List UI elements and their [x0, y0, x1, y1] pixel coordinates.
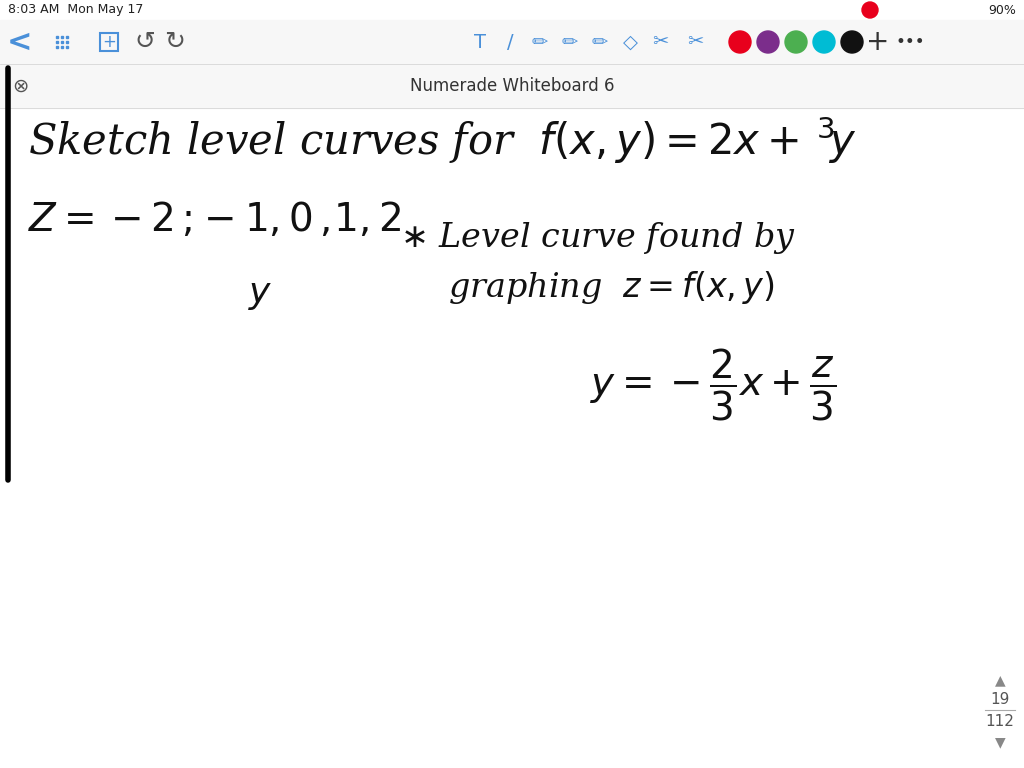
Circle shape: [757, 31, 779, 53]
Text: ✂: ✂: [687, 32, 703, 51]
Text: ↺: ↺: [134, 30, 156, 54]
Text: Sketch level curves for  $f(x,y) = 2x +\,^3\!y$: Sketch level curves for $f(x,y) = 2x +\,…: [28, 114, 857, 166]
Text: ✂: ✂: [652, 32, 669, 51]
Bar: [0, 20, 1024, 64]
Text: ▲: ▲: [994, 673, 1006, 687]
Text: $y$: $y$: [248, 278, 272, 312]
Text: T: T: [474, 32, 486, 51]
Circle shape: [785, 31, 807, 53]
Text: •••: •••: [895, 33, 925, 51]
Text: +: +: [866, 28, 890, 56]
Text: 90%: 90%: [988, 4, 1016, 16]
Text: ◇: ◇: [623, 32, 638, 51]
Text: ↻: ↻: [165, 30, 185, 54]
Circle shape: [862, 2, 878, 18]
Text: 112: 112: [985, 714, 1015, 730]
Text: $Z = -2\,;\!-1, 0\,,\!1, 2$: $Z = -2\,;\!-1, 0\,,\!1, 2$: [28, 200, 401, 240]
Circle shape: [729, 31, 751, 53]
Text: 8:03 AM  Mon May 17: 8:03 AM Mon May 17: [8, 4, 143, 16]
Circle shape: [841, 31, 863, 53]
Bar: [0, 64, 1024, 108]
Text: <: <: [7, 28, 33, 57]
Text: graphing  $z = f(x,y)$: graphing $z = f(x,y)$: [449, 270, 775, 306]
Text: $y = -\dfrac{2}{3}x + \dfrac{z}{3}$: $y = -\dfrac{2}{3}x + \dfrac{z}{3}$: [590, 347, 837, 423]
Text: ✏: ✏: [562, 32, 579, 51]
Text: ✏: ✏: [531, 32, 548, 51]
Text: Numerade Whiteboard 6: Numerade Whiteboard 6: [410, 77, 614, 95]
Circle shape: [813, 31, 835, 53]
Text: /: /: [507, 32, 513, 51]
Text: ✏: ✏: [592, 32, 608, 51]
Text: $\ast$ Level curve found by: $\ast$ Level curve found by: [400, 220, 796, 256]
Text: +: +: [102, 33, 116, 51]
Text: ⊗: ⊗: [12, 77, 29, 95]
Text: ▼: ▼: [994, 735, 1006, 749]
Text: 19: 19: [990, 693, 1010, 707]
